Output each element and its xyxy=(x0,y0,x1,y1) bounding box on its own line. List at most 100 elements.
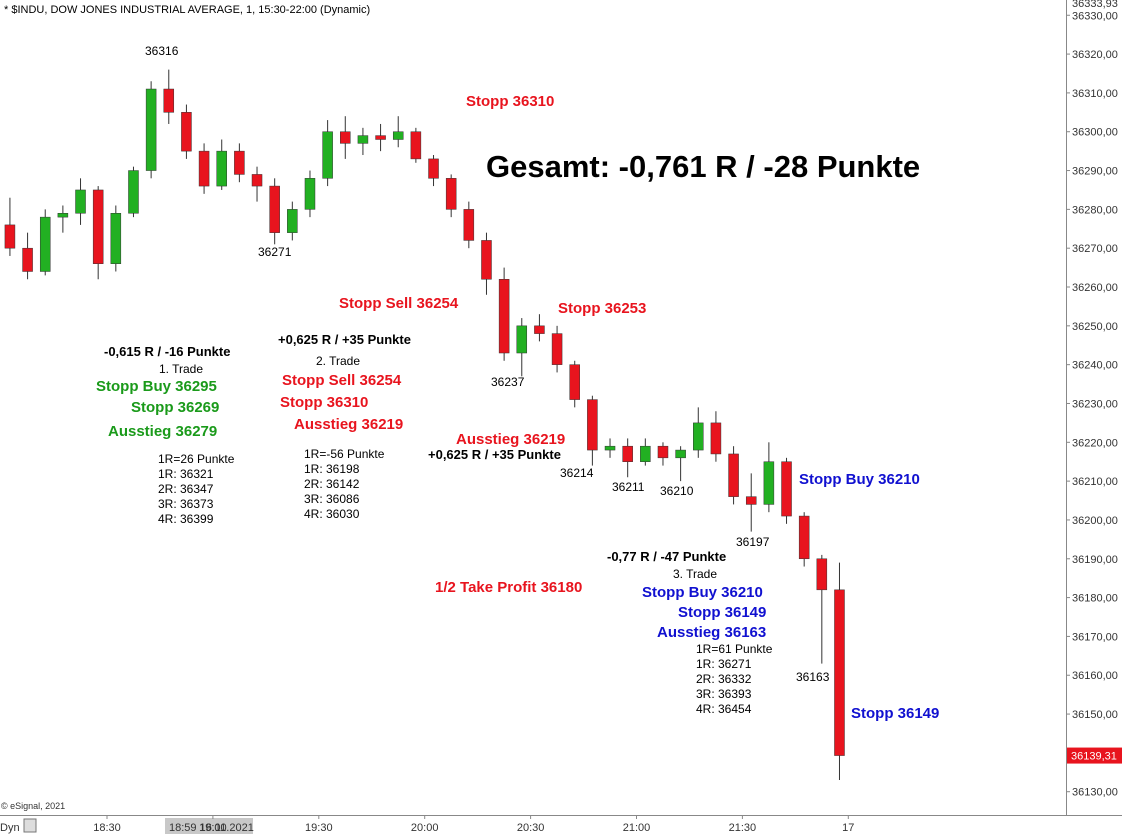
candle-body xyxy=(92,189,104,264)
annotation: -0,615 R / -16 Punkte xyxy=(104,344,230,359)
y-tick-label: 36310,00 xyxy=(1072,88,1118,100)
annotation: Stopp 36253 xyxy=(558,300,646,317)
candle-body xyxy=(269,185,280,233)
crosshair-label: 18:59 16.11.2021 xyxy=(169,822,254,834)
annotation: 1. Trade xyxy=(159,362,203,376)
y-tick-label: 36190,00 xyxy=(1072,554,1118,566)
annotation: 2R: 36332 xyxy=(696,672,752,686)
annotation: Stopp 36310 xyxy=(280,394,368,411)
candle-body xyxy=(781,461,792,517)
candle-body xyxy=(445,178,457,210)
annotation: 4R: 36399 xyxy=(158,512,214,526)
candle-body xyxy=(39,216,51,272)
candle-body xyxy=(622,445,633,462)
annotation: 1R=-56 Punkte xyxy=(304,447,385,461)
candle-body xyxy=(163,88,175,113)
candle-body xyxy=(728,453,739,497)
y-tick-label: 36130,00 xyxy=(1072,787,1118,799)
y-tick-label: 36150,00 xyxy=(1072,709,1118,721)
annotation: 1R: 36321 xyxy=(158,467,214,481)
candle-body xyxy=(463,209,475,241)
candle-body xyxy=(693,422,704,451)
candle-body xyxy=(569,364,580,400)
x-tick-label: 20:30 xyxy=(517,822,545,834)
annotation: 1R: 36198 xyxy=(304,462,360,476)
last-price-box xyxy=(1067,747,1122,764)
y-tick-label: 36250,00 xyxy=(1072,321,1118,333)
candle-body xyxy=(745,496,757,505)
candle-body xyxy=(816,558,828,591)
y-tick-label: 36210,00 xyxy=(1072,476,1118,488)
annotation: 36211 xyxy=(612,480,645,494)
candle-body xyxy=(516,325,528,354)
candle-body xyxy=(287,209,298,233)
y-tick-label: 36290,00 xyxy=(1072,166,1118,178)
candle-body xyxy=(428,158,439,179)
x-tick-label: 19:00 xyxy=(199,822,227,834)
candle-body xyxy=(304,178,316,210)
top-price-label: 36333,93 xyxy=(1072,0,1118,10)
annotation: Stopp 36149 xyxy=(851,705,939,722)
annotation: 1R: 36271 xyxy=(696,657,752,671)
candle-body xyxy=(251,174,263,187)
y-tick-label: 36220,00 xyxy=(1072,437,1118,449)
y-tick-label: 36180,00 xyxy=(1072,593,1118,605)
y-tick-label: 36240,00 xyxy=(1072,360,1118,372)
annotation: Stopp Buy 36210 xyxy=(642,584,763,601)
x-tick-label: 20:00 xyxy=(411,822,439,834)
candle-body xyxy=(57,213,69,218)
y-tick-label: 36200,00 xyxy=(1072,515,1118,527)
candle-body xyxy=(481,240,492,280)
candle-body xyxy=(4,224,16,249)
candle-body xyxy=(181,112,192,152)
y-tick-label: 36320,00 xyxy=(1072,49,1118,61)
annotation: 36237 xyxy=(491,375,525,389)
candle-body xyxy=(198,150,210,187)
annotation: 36316 xyxy=(145,44,179,58)
y-tick-label: 36330,00 xyxy=(1072,10,1118,22)
candle-body xyxy=(798,515,810,560)
annotation: Stopp Sell 36254 xyxy=(339,295,459,312)
period-label: Dyn xyxy=(0,822,20,834)
annotation: 3. Trade xyxy=(673,567,717,581)
period-button[interactable] xyxy=(23,818,37,833)
annotation: Ausstieg 36219 xyxy=(456,431,565,448)
annotation: 1R=61 Punkte xyxy=(696,642,773,656)
candle-body xyxy=(357,135,369,144)
annotation: 3R: 36393 xyxy=(696,687,752,701)
annotation: 1/2 Take Profit 36180 xyxy=(435,579,582,596)
chart-title: * $INDU, DOW JONES INDUSTRIAL AVERAGE, 1… xyxy=(4,4,370,16)
candle-body xyxy=(410,131,422,160)
last-price-label: 36139,31 xyxy=(1071,751,1117,763)
annotation: Stopp Buy 36295 xyxy=(96,378,217,395)
annotation: 1R=26 Punkte xyxy=(158,452,235,466)
candle-body xyxy=(340,131,351,144)
annotation: Gesamt: -0,761 R / -28 Punkte xyxy=(486,149,920,184)
annotation: 2R: 36347 xyxy=(158,482,214,496)
y-tick-label: 36260,00 xyxy=(1072,282,1118,294)
annotation: 3R: 36373 xyxy=(158,497,214,511)
candle-body xyxy=(75,189,86,214)
annotation: 36210 xyxy=(660,484,694,498)
annotation: 36163 xyxy=(796,670,830,684)
x-tick-label: 19:30 xyxy=(305,822,333,834)
candle-body xyxy=(534,325,545,334)
annotation: 3R: 36086 xyxy=(304,492,360,506)
y-tick-label: 36230,00 xyxy=(1072,398,1118,410)
annotation: +0,625 R / +35 Punkte xyxy=(428,447,561,462)
candle-body xyxy=(322,131,333,179)
candle-body xyxy=(551,333,563,365)
y-tick-label: 36170,00 xyxy=(1072,631,1118,643)
annotation: 4R: 36454 xyxy=(696,702,752,716)
annotation: Ausstieg 36163 xyxy=(657,624,766,641)
crosshair-box xyxy=(165,818,253,834)
annotation: Stopp Sell 36254 xyxy=(282,372,402,389)
x-tick-label: 18:30 xyxy=(93,822,121,834)
candle-body xyxy=(145,88,157,171)
candle-body xyxy=(640,445,651,462)
candle-body xyxy=(216,150,227,187)
annotation: 36197 xyxy=(736,535,770,549)
candle-body xyxy=(763,461,775,505)
